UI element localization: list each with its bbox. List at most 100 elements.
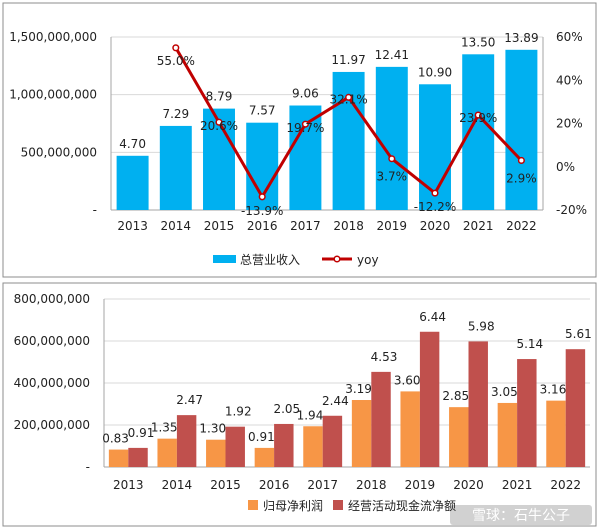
operating-cashflow-label: 2.44 bbox=[322, 394, 349, 408]
revenue-bar-label: 13.89 bbox=[504, 31, 538, 45]
net-profit-label: 0.83 bbox=[102, 432, 129, 446]
bottom-y-tick-label: 800,000,000 bbox=[14, 292, 90, 306]
operating-cashflow-bar bbox=[517, 359, 537, 467]
bottom-x-tick-label: 2016 bbox=[259, 478, 290, 492]
revenue-bar bbox=[159, 125, 192, 210]
net-profit-label: 1.35 bbox=[151, 421, 178, 435]
top-x-tick-label: 2013 bbox=[117, 219, 148, 233]
top-y-left-tick-label: - bbox=[93, 203, 97, 217]
operating-cashflow-bar bbox=[371, 371, 391, 467]
top-y-left-tick-label: 1,000,000,000 bbox=[9, 88, 97, 102]
yoy-label: -13.9% bbox=[241, 204, 283, 218]
operating-cashflow-label: 6.44 bbox=[419, 310, 446, 324]
operating-cashflow-label: 0.91 bbox=[128, 426, 155, 440]
revenue-bar-label: 4.70 bbox=[119, 137, 146, 151]
operating-cashflow-bar bbox=[419, 331, 440, 467]
legend-label-net-profit: 归母净利润 bbox=[263, 499, 323, 513]
net-profit-label: 2.85 bbox=[442, 389, 469, 403]
legend-swatch-revenue bbox=[213, 255, 236, 263]
net-profit-bar bbox=[400, 391, 420, 467]
net-profit-label: 3.05 bbox=[491, 385, 518, 399]
operating-cashflow-label: 2.05 bbox=[273, 402, 300, 416]
top-y-right-tick-label: -20% bbox=[556, 203, 587, 217]
operating-cashflow-label: 4.53 bbox=[371, 350, 398, 364]
net-profit-label: 3.60 bbox=[394, 373, 421, 387]
legend-label-yoy: yoy bbox=[357, 253, 379, 267]
yoy-label: 55.0% bbox=[157, 54, 195, 68]
top-x-tick-label: 2022 bbox=[506, 219, 537, 233]
watermark: 雪球：石牛公子 bbox=[450, 505, 592, 525]
revenue-bar-label: 7.57 bbox=[249, 104, 276, 118]
revenue-bar bbox=[375, 66, 408, 210]
legend-label-revenue: 总营业收入 bbox=[240, 253, 300, 267]
yoy-point bbox=[215, 118, 223, 126]
yoy-point bbox=[172, 44, 180, 52]
net-profit-bar bbox=[449, 407, 469, 467]
yoy-label: 3.7% bbox=[377, 170, 408, 184]
profit-cashflow-chart: - 200,000,000 400,000,000 600,000,000 800,00… bbox=[14, 292, 592, 513]
revenue-bar-label: 13.50 bbox=[461, 35, 495, 49]
operating-cashflow-label: 1.92 bbox=[225, 405, 252, 419]
operating-cashflow-label: 5.14 bbox=[516, 337, 543, 351]
top-x-tick-label: 2015 bbox=[204, 219, 235, 233]
bottom-legend: 归母净利润 经营活动现金流净额 bbox=[248, 498, 456, 513]
revenue-bar-label: 7.29 bbox=[162, 107, 189, 121]
bottom-x-tick-label: 2015 bbox=[210, 478, 241, 492]
yoy-label: 32.1% bbox=[330, 92, 368, 106]
legend-marker-yoy bbox=[333, 255, 341, 263]
operating-cashflow-label: 5.61 bbox=[565, 327, 592, 341]
yoy-label: -12.2% bbox=[414, 200, 456, 214]
top-y-right-tick-label: 20% bbox=[556, 117, 583, 131]
bottom-x-tick-label: 2017 bbox=[307, 478, 338, 492]
top-legend: 总营业收入 yoy bbox=[213, 253, 379, 267]
bottom-chart-frame bbox=[2, 282, 597, 527]
net-profit-bar bbox=[206, 439, 226, 467]
bottom-y-tick-label: - bbox=[86, 460, 90, 474]
top-y-right-tick-label: 0% bbox=[556, 160, 575, 174]
yoy-point bbox=[431, 189, 439, 197]
revenue-yoy-chart: - 500,000,000 1,000,000,000 1,500,000,000 -2… bbox=[9, 30, 587, 267]
operating-cashflow-bar bbox=[176, 415, 197, 467]
top-x-tick-label: 2019 bbox=[377, 219, 408, 233]
top-y-right-tick-label: 40% bbox=[556, 73, 583, 87]
bottom-x-tick-label: 2014 bbox=[162, 478, 193, 492]
yoy-label: 20.6% bbox=[200, 119, 238, 133]
net-profit-bar bbox=[351, 400, 372, 467]
revenue-bar-label: 9.06 bbox=[292, 87, 319, 101]
yoy-point bbox=[258, 193, 266, 201]
net-profit-bar bbox=[108, 449, 129, 467]
bottom-x-tick-label: 2022 bbox=[550, 478, 581, 492]
bottom-y-tick-label: 400,000,000 bbox=[14, 376, 90, 390]
net-profit-bar bbox=[497, 402, 518, 467]
bottom-x-tick-label: 2020 bbox=[453, 478, 484, 492]
net-profit-label: 1.30 bbox=[199, 422, 226, 436]
net-profit-label: 3.19 bbox=[345, 382, 372, 396]
operating-cashflow-label: 2.47 bbox=[176, 393, 203, 407]
watermark-text: 雪球：石牛公子 bbox=[472, 508, 570, 524]
revenue-bar bbox=[116, 155, 149, 210]
yoy-label: 19.7% bbox=[286, 121, 324, 135]
yoy-point bbox=[517, 156, 525, 165]
net-profit-label: 1.94 bbox=[297, 408, 324, 422]
operating-cashflow-label: 5.98 bbox=[468, 319, 495, 333]
net-profit-label: 0.91 bbox=[248, 430, 275, 444]
top-y-right-tick-label: 60% bbox=[556, 30, 583, 44]
net-profit-label: 3.16 bbox=[540, 383, 567, 397]
bottom-y-tick-label: 600,000,000 bbox=[14, 334, 90, 348]
bottom-x-tick-label: 2019 bbox=[405, 478, 436, 492]
operating-cashflow-bar bbox=[565, 349, 586, 467]
operating-cashflow-bar bbox=[274, 423, 294, 467]
revenue-bar bbox=[462, 54, 495, 210]
operating-cashflow-bar bbox=[322, 415, 343, 467]
yoy-label: 23.9% bbox=[459, 111, 497, 125]
yoy-point bbox=[345, 93, 353, 101]
revenue-bar-label: 8.79 bbox=[206, 90, 233, 104]
bottom-x-tick-label: 2021 bbox=[502, 478, 533, 492]
top-y-left-tick-label: 500,000,000 bbox=[21, 145, 97, 159]
revenue-bar bbox=[505, 49, 538, 210]
bottom-y-tick-label: 200,000,000 bbox=[14, 418, 90, 432]
operating-cashflow-bar bbox=[468, 341, 488, 467]
revenue-bar-label: 10.90 bbox=[418, 65, 452, 79]
bottom-x-tick-label: 2018 bbox=[356, 478, 387, 492]
